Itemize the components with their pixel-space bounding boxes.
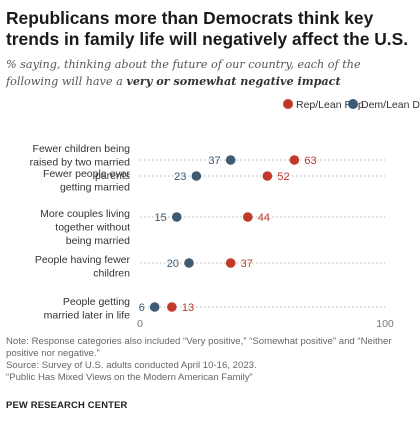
- rep-value-label: 13: [182, 302, 194, 314]
- subtitle-prefix: % saying, thinking about the future of o…: [6, 58, 361, 88]
- legend-label-rep: Rep/Lean Rep: [296, 99, 364, 111]
- subtitle-emphasis: very or somewhat negative impact: [126, 74, 341, 88]
- legend-marker-rep: [283, 99, 293, 109]
- rep-dot: [243, 212, 253, 222]
- dem-value-label: 37: [208, 155, 220, 167]
- category-label: Fewer people ever getting married: [43, 168, 130, 194]
- category-label: Fewer children being raised by two marrie…: [30, 143, 131, 182]
- category-label: People getting married later in life: [44, 296, 131, 322]
- rep-dot: [262, 171, 273, 181]
- rep-dot: [289, 155, 300, 165]
- chart-notes: Note: Response categories also included …: [6, 336, 416, 384]
- dem-dot: [149, 302, 160, 312]
- x-tick-label: 0: [137, 318, 143, 330]
- category-label: People having fewer children: [35, 254, 131, 280]
- rep-dot: [167, 302, 177, 312]
- report-title-text: “Public Has Mixed Views on the Modern Am…: [6, 372, 253, 383]
- note-text: Note: Response categories also included …: [6, 336, 392, 359]
- legend-marker-dem: [348, 99, 358, 109]
- rep-dot: [225, 258, 236, 268]
- x-tick-label: 100: [376, 318, 394, 330]
- source-text: Source: Survey of U.S. adults conducted …: [6, 360, 257, 371]
- dem-dot: [171, 212, 182, 222]
- dem-value-label: 6: [139, 302, 145, 314]
- dem-dot: [225, 155, 236, 165]
- dem-dot: [184, 258, 194, 268]
- rep-value-label: 37: [241, 258, 253, 270]
- dem-value-label: 15: [155, 212, 167, 224]
- dem-dot: [191, 171, 202, 181]
- dem-value-label: 20: [167, 258, 179, 270]
- legend-label-dem: Dem/Lean Dem: [361, 99, 420, 111]
- rep-value-label: 52: [277, 171, 289, 183]
- rep-value-label: 44: [258, 212, 270, 224]
- dem-value-label: 23: [174, 171, 186, 183]
- category-label: More couples living together without being…: [40, 208, 130, 247]
- rep-value-label: 63: [304, 155, 316, 167]
- source-organization: PEW RESEARCH CENTER: [6, 399, 128, 410]
- chart-title: Republicans more than Democrats think ke…: [6, 8, 409, 49]
- chart-subtitle: % saying, thinking about the future of o…: [6, 57, 416, 90]
